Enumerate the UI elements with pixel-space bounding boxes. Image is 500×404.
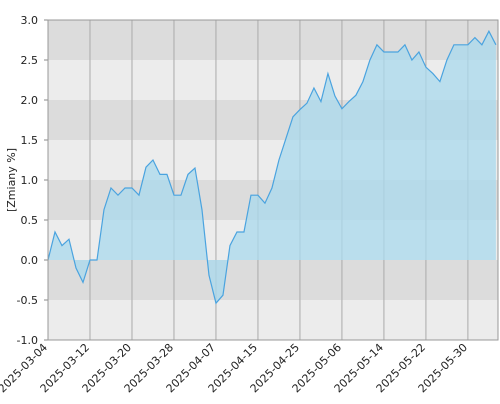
y-tick-label: 0.5 bbox=[21, 214, 39, 227]
band bbox=[48, 300, 498, 340]
y-tick-label: 1.5 bbox=[21, 134, 39, 147]
y-tick-label: 0.0 bbox=[21, 254, 39, 267]
band bbox=[48, 260, 498, 300]
y-tick-label: 2.0 bbox=[21, 94, 39, 107]
y-axis-label: [Zmiany %] bbox=[5, 148, 18, 212]
plot-frame bbox=[47, 19, 499, 341]
line bbox=[47, 29, 497, 305]
band bbox=[48, 20, 498, 60]
y-tick-label: -0.5 bbox=[17, 294, 38, 307]
y-tick-label: 3.0 bbox=[21, 14, 39, 27]
area bbox=[48, 31, 496, 304]
y-tick-label: 1.0 bbox=[21, 174, 39, 187]
y-tick-label: -1.0 bbox=[17, 334, 38, 347]
y-tick-label: 2.5 bbox=[21, 54, 39, 67]
